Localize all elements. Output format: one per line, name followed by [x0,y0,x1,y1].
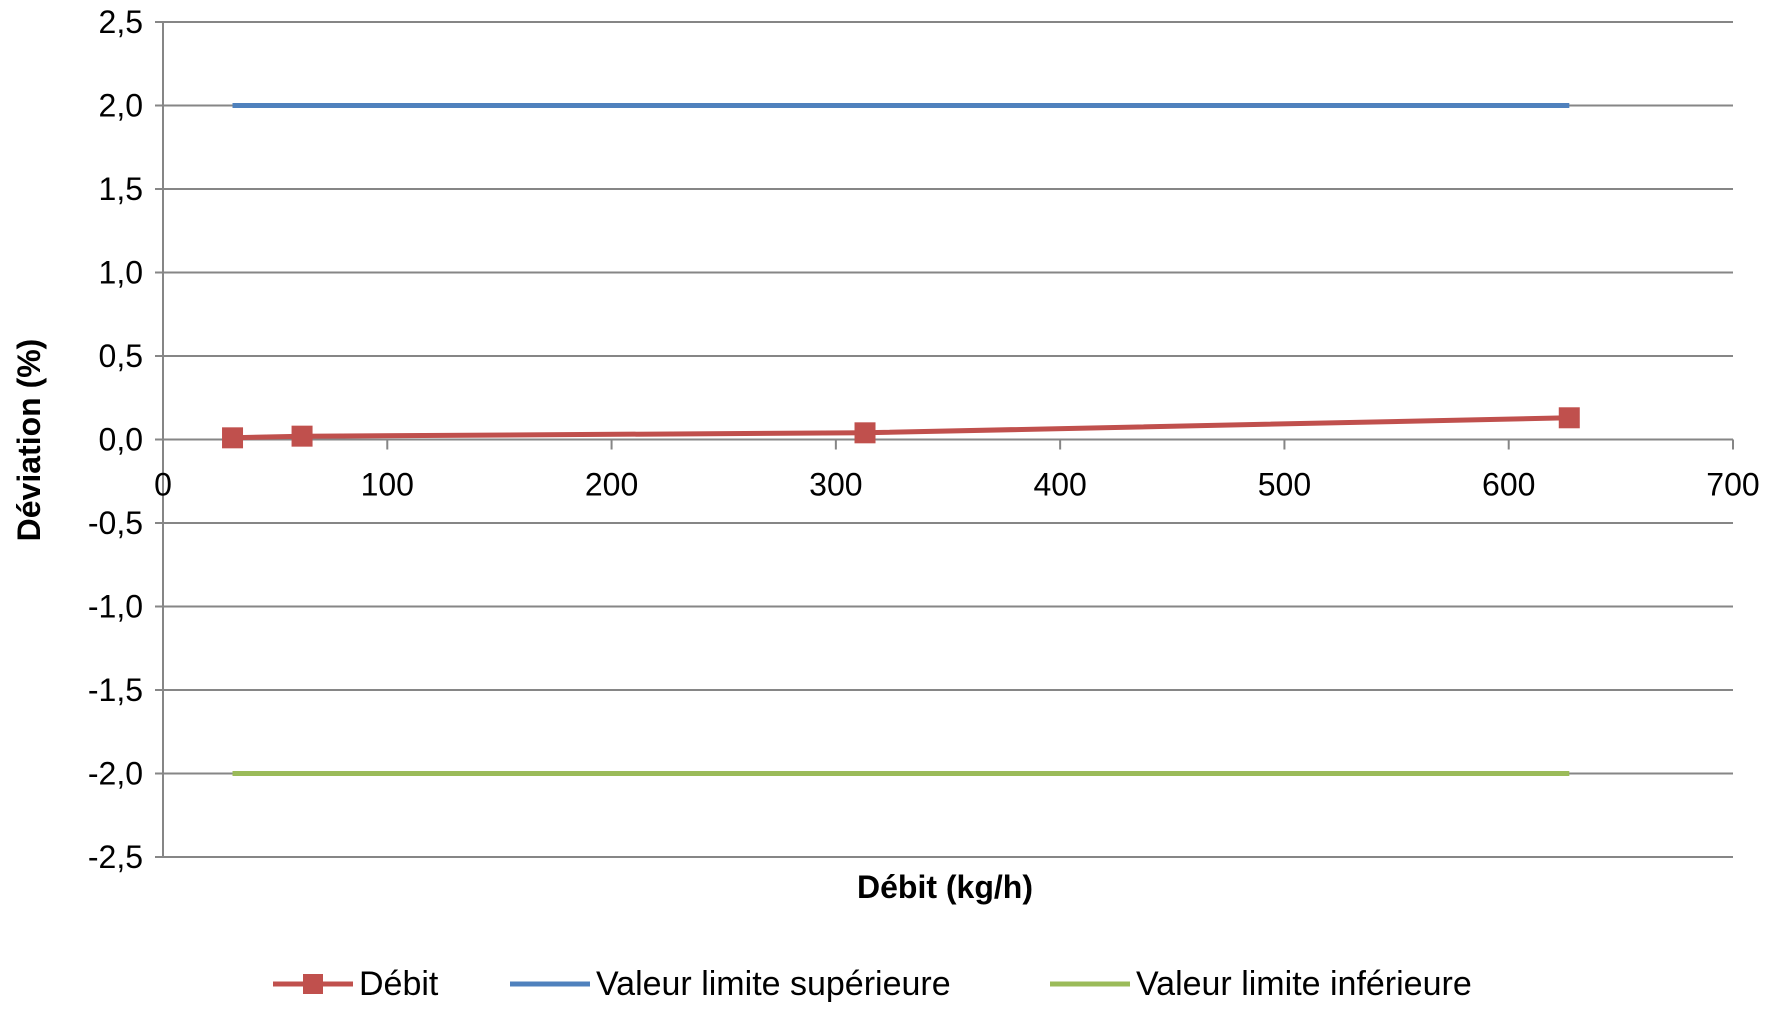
y-tick-label: 0,0 [99,422,143,458]
y-axis-title: Déviation (%) [11,339,47,542]
x-tick-label: 500 [1258,467,1311,503]
x-tick-label: 200 [585,467,638,503]
x-tick-label: 700 [1706,467,1759,503]
y-tick-label: -0,5 [88,505,143,541]
y-tick-label: 2,0 [99,88,143,124]
y-tick-label: 1,0 [99,255,143,291]
data-point-marker [291,425,313,447]
y-tick-label: -1,0 [88,589,143,625]
y-tick-label: 1,5 [99,171,143,207]
x-tick-label: 400 [1033,467,1086,503]
tick-labels: 2,5 2,0 1,5 1,0 0,5 0,0 -0,5 -1,0 -1,5 -2,0 -2,5 0 1… [88,4,1760,875]
y-tick-label: 0,5 [99,338,143,374]
axes [162,22,1734,857]
legend-label: Débit [359,965,439,1003]
series-line-0 [232,415,1570,441]
x-tick-label: 600 [1482,467,1535,503]
x-tick-label: 0 [154,467,172,503]
data-point-marker [222,427,244,449]
legend: Débit Valeur limite supérieure Valeur limi… [273,965,1472,1003]
series-layer [222,103,1580,776]
y-tick-label: -2,5 [88,839,143,875]
x-axis-title: Débit (kg/h) [857,869,1033,905]
y-tick-label: -1,5 [88,672,143,708]
data-point-marker [1558,407,1580,429]
data-point-marker [854,422,876,444]
y-tick-label: 2,5 [99,4,143,40]
y-tick-label: -2,0 [88,756,143,792]
legend-label: Valeur limite inférieure [1136,965,1472,1003]
legend-label: Valeur limite supérieure [596,965,951,1003]
x-tick-label: 100 [361,467,414,503]
legend-swatch-marker [303,974,323,994]
x-tick-label: 300 [809,467,862,503]
